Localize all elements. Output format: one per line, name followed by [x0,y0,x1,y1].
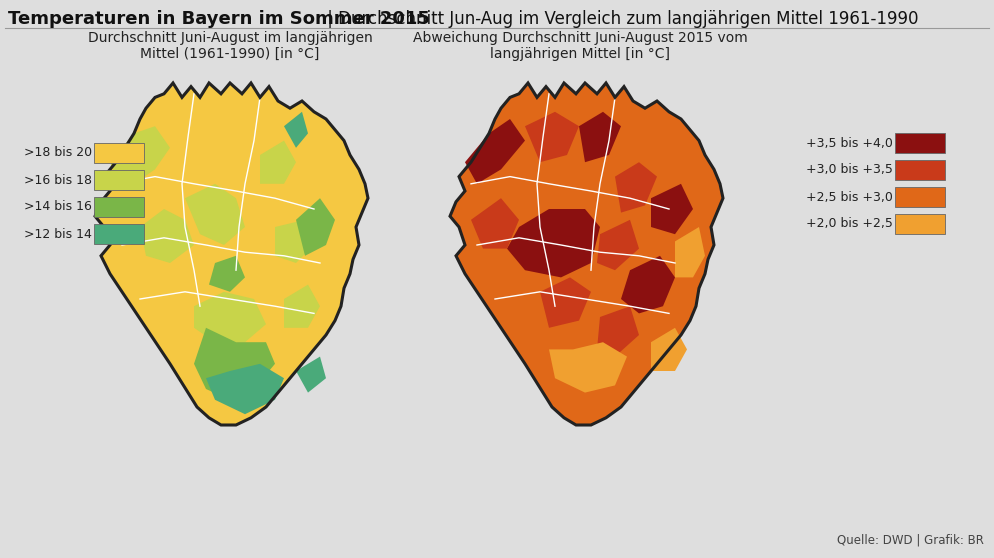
Bar [895,187,945,207]
Polygon shape [675,227,705,277]
Polygon shape [260,141,296,184]
Polygon shape [651,184,693,234]
Text: +3,0 bis +3,5: +3,0 bis +3,5 [806,163,893,176]
Polygon shape [206,364,284,414]
Text: >12 bis 14: >12 bis 14 [24,228,92,240]
Polygon shape [465,119,525,184]
Polygon shape [615,162,657,213]
Text: Durchschnitt Juni-August im langjährigen
Mittel (1961-1990) [in °C]: Durchschnitt Juni-August im langjährigen… [87,31,373,61]
Text: +3,5 bis +4,0: +3,5 bis +4,0 [806,137,893,150]
Text: Temperaturen in Bayern im Sommer 2015: Temperaturen in Bayern im Sommer 2015 [8,10,429,28]
Polygon shape [284,112,308,148]
Polygon shape [651,328,687,371]
Text: >14 bis 16: >14 bis 16 [24,200,92,214]
Polygon shape [194,292,266,342]
Text: +2,0 bis +2,5: +2,0 bis +2,5 [806,218,893,230]
Polygon shape [140,209,194,263]
Polygon shape [579,112,621,162]
Bar [895,160,945,180]
Text: | Durchschnitt Jun-Aug im Vergleich zum langjährigen Mittel 1961-1990: | Durchschnitt Jun-Aug im Vergleich zum … [322,10,918,28]
Polygon shape [450,83,723,425]
Polygon shape [597,306,639,357]
Bar [895,133,945,153]
Polygon shape [597,220,639,270]
Text: Quelle: DWD | Grafik: BR: Quelle: DWD | Grafik: BR [837,533,984,546]
Text: +2,5 bis +3,0: +2,5 bis +3,0 [806,190,893,204]
Text: Abweichung Durchschnitt Juni-August 2015 vom
langjährigen Mittel [in °C]: Abweichung Durchschnitt Juni-August 2015… [413,31,747,61]
Text: >18 bis 20: >18 bis 20 [24,147,92,160]
Bar [94,224,144,244]
Polygon shape [621,256,675,314]
Bar [94,143,144,163]
Polygon shape [540,277,591,328]
Polygon shape [185,184,245,245]
Polygon shape [296,357,326,393]
Polygon shape [275,220,314,263]
Bar [94,197,144,217]
Polygon shape [525,112,579,162]
Text: >16 bis 18: >16 bis 18 [24,174,92,186]
Polygon shape [549,342,627,393]
Polygon shape [284,285,320,328]
Polygon shape [471,198,519,249]
Polygon shape [95,83,368,425]
Bar [94,170,144,190]
Polygon shape [296,198,335,256]
Bar [895,214,945,234]
Polygon shape [507,209,600,277]
Polygon shape [110,126,170,184]
Polygon shape [194,328,275,400]
Polygon shape [209,256,245,292]
